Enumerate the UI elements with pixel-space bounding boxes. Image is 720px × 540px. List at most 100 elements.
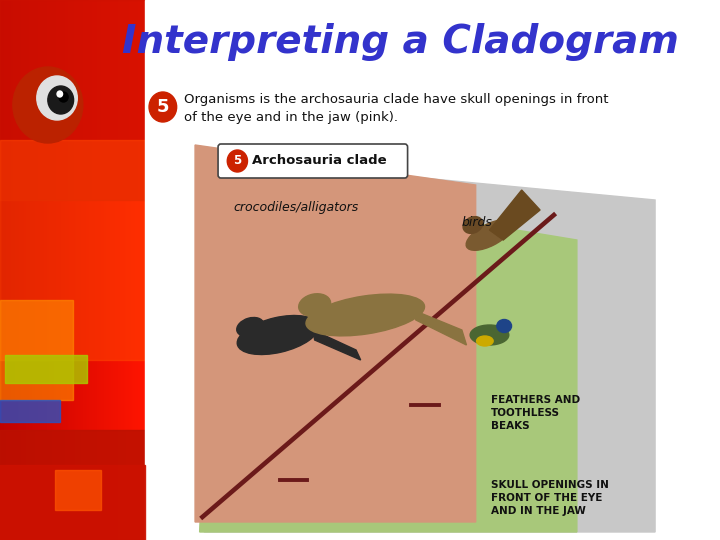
Ellipse shape (477, 336, 493, 346)
Bar (55, 0, 56, 540)
Bar (20, 0, 21, 540)
Bar (36, 0, 37, 540)
Ellipse shape (466, 220, 513, 251)
Bar (89, 0, 90, 540)
Bar (70, 0, 71, 540)
Bar (29, 0, 30, 540)
Bar (64, 0, 66, 540)
Bar (75, 0, 76, 540)
Bar (54, 0, 55, 540)
Bar (104, 0, 105, 540)
Bar (102, 0, 103, 540)
Text: SKULL OPENINGS IN
FRONT OF THE EYE
AND IN THE JAW: SKULL OPENINGS IN FRONT OF THE EYE AND I… (491, 480, 609, 516)
Bar (114, 0, 115, 540)
Bar (2, 0, 3, 540)
Bar (12, 0, 13, 540)
Bar (79, 0, 80, 540)
Polygon shape (199, 180, 577, 532)
Bar (23, 0, 24, 540)
Bar (105, 0, 106, 540)
Bar (72, 0, 73, 540)
Bar (45, 0, 46, 540)
Bar (10, 0, 11, 540)
Text: FEATHERS AND
TOOTHLESS
BEAKS: FEATHERS AND TOOTHLESS BEAKS (491, 395, 580, 431)
Bar (57, 0, 58, 540)
Bar (42, 0, 43, 540)
Bar (95, 0, 96, 540)
Bar (135, 0, 136, 540)
Bar (32, 0, 33, 540)
Bar (109, 0, 110, 540)
Bar (132, 0, 133, 540)
Bar (17, 0, 19, 540)
Circle shape (59, 92, 68, 102)
Bar (139, 0, 140, 540)
Bar (82, 0, 83, 540)
Bar (96, 0, 97, 540)
Bar (39, 0, 40, 540)
Bar (48, 0, 49, 540)
Bar (93, 0, 94, 540)
Bar (1, 0, 2, 540)
Bar (0, 0, 145, 200)
Bar (94, 0, 95, 540)
Bar (0, 300, 73, 400)
Bar (47, 0, 48, 540)
Bar (78, 0, 79, 540)
Bar (115, 0, 116, 540)
Bar (87, 0, 89, 540)
Bar (110, 0, 112, 540)
Bar (80, 0, 81, 540)
Bar (3, 0, 4, 540)
Bar (4, 355, 87, 383)
Bar (125, 0, 126, 540)
Bar (55, 470, 102, 510)
Bar (112, 0, 113, 540)
Bar (69, 0, 70, 540)
Polygon shape (490, 190, 540, 240)
Bar (49, 0, 50, 540)
Bar (56, 0, 57, 540)
Bar (77, 0, 78, 540)
Bar (99, 0, 100, 540)
Bar (84, 0, 85, 540)
Text: 5: 5 (233, 154, 241, 167)
Bar (58, 0, 59, 540)
Bar (97, 0, 99, 540)
Bar (4, 0, 6, 540)
Bar (67, 0, 68, 540)
Circle shape (48, 86, 73, 114)
Bar (113, 0, 114, 540)
Bar (145, 0, 662, 540)
Bar (85, 0, 86, 540)
Bar (0, 140, 145, 360)
Bar (130, 0, 132, 540)
Bar (33, 0, 34, 540)
Text: Interpreting a Cladogram: Interpreting a Cladogram (122, 23, 679, 61)
Bar (46, 0, 47, 540)
Text: Archosauria clade: Archosauria clade (252, 154, 387, 167)
Bar (9, 0, 10, 540)
Bar (128, 0, 129, 540)
Bar (62, 0, 63, 540)
Bar (30, 0, 31, 540)
Polygon shape (312, 330, 361, 360)
Ellipse shape (237, 315, 318, 354)
Bar (103, 0, 104, 540)
Bar (24, 0, 25, 540)
Ellipse shape (463, 217, 482, 233)
Text: Organisms is the archosauria clade have skull openings in front: Organisms is the archosauria clade have … (184, 93, 608, 106)
Bar (86, 0, 87, 540)
Bar (141, 0, 142, 540)
Bar (118, 0, 119, 540)
Bar (63, 0, 64, 540)
Circle shape (149, 92, 176, 122)
Bar (22, 0, 23, 540)
Bar (140, 0, 141, 540)
Bar (44, 0, 45, 540)
Bar (0, 400, 60, 422)
Bar (59, 0, 60, 540)
Polygon shape (413, 310, 467, 345)
Bar (52, 0, 53, 540)
Bar (116, 0, 117, 540)
